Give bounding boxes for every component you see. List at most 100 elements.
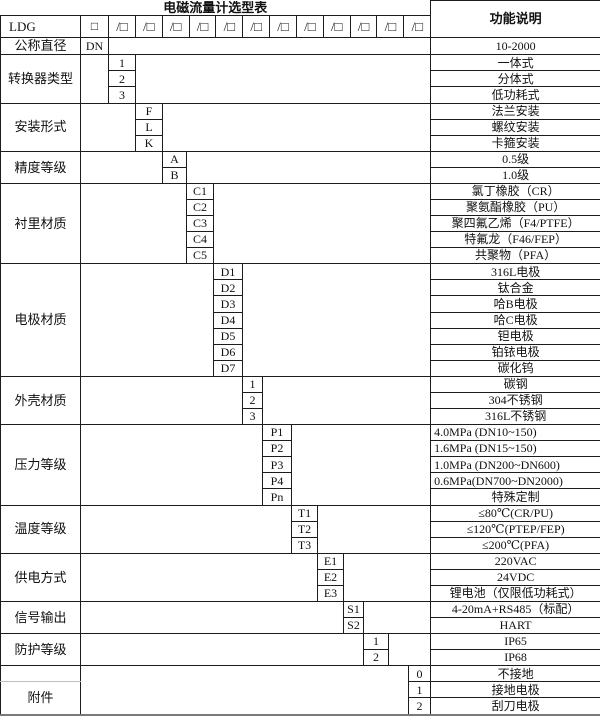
empty-cell: [80, 375, 243, 426]
empty-cell: [387, 633, 432, 667]
section-label: 公称直径: [0, 36, 81, 56]
empty-cell: [342, 552, 432, 602]
code-cell: C5: [186, 247, 214, 265]
desc-cell: 聚氨酯橡胶（PU）: [430, 199, 600, 217]
code-cell: E1: [317, 552, 344, 570]
desc-cell: ≤200℃(PFA): [430, 536, 600, 554]
empty-cell: [134, 54, 432, 104]
desc-cell: IP65: [430, 633, 600, 651]
empty-cell: [80, 263, 214, 377]
desc-cell: 304不锈钢: [430, 391, 600, 410]
desc-cell: 螺纹安装: [430, 118, 600, 136]
code-cell: D7: [213, 359, 243, 377]
code-cell: P3: [262, 456, 292, 474]
code-cell: DN: [80, 36, 109, 56]
desc-cell: 碳化钨: [430, 359, 600, 377]
section-label: 供电方式: [0, 552, 81, 602]
section-label: 压力等级: [0, 424, 81, 506]
code-cell: 2: [407, 697, 432, 716]
section-label: 信号输出: [0, 600, 81, 635]
section-label: 衬里材质: [0, 182, 81, 265]
desc-cell: 0.6MPa(DN700~DN2000): [430, 472, 600, 490]
desc-cell: 1.0级: [430, 166, 600, 184]
code-cell: P2: [262, 440, 292, 458]
code-cell: E2: [317, 568, 344, 586]
model-base-box: □: [80, 15, 109, 38]
desc-cell: 钽电极: [430, 327, 600, 345]
desc-cell: 1.0MPa (DN200~DN600): [430, 456, 600, 474]
code-cell: 0: [407, 665, 432, 683]
slot-strip: /□ /□ /□ /□ /□ /□ /□ /□ /□ /□ /□ /□: [110, 16, 430, 37]
desc-cell: 铂铱电极: [430, 343, 600, 361]
code-cell: T2: [291, 520, 318, 538]
code-cell: D4: [213, 311, 243, 329]
section-label: 附件: [0, 681, 81, 716]
empty-cell: [80, 504, 292, 554]
model-code-slots: /□ /□ /□ /□ /□ /□ /□ /□ /□ /□ /□ /□: [107, 15, 432, 38]
function-column-header: 功能说明: [430, 0, 600, 38]
empty-cell: [80, 665, 409, 716]
code-cell: T3: [291, 536, 318, 554]
desc-cell: 哈B电极: [430, 295, 600, 313]
code-cell: C2: [186, 199, 214, 217]
code-cell: C4: [186, 231, 214, 249]
desc-cell: 共聚物（PFA）: [430, 247, 600, 265]
model-slot: /□: [351, 16, 378, 37]
code-cell: E3: [317, 584, 344, 602]
desc-cell: 刮刀电极: [430, 697, 600, 716]
code-cell: A: [162, 150, 187, 168]
empty-cell: [80, 102, 136, 152]
code-cell: T1: [291, 504, 318, 522]
code-cell: D6: [213, 343, 243, 361]
empty-cell: [161, 102, 432, 152]
code-cell: C3: [186, 215, 214, 233]
desc-cell: 锂电池（仅限低功耗式）: [430, 584, 600, 602]
code-cell: P1: [262, 424, 292, 442]
code-cell: 1: [108, 54, 136, 72]
empty-cell: [80, 182, 187, 265]
model-slot: /□: [324, 16, 351, 37]
desc-cell: 一体式: [430, 54, 600, 72]
model-slot: /□: [190, 16, 217, 37]
empty-cell: [362, 600, 432, 635]
code-cell: D1: [213, 263, 243, 281]
model-slot: /□: [110, 16, 136, 37]
empty-cell: [80, 424, 263, 506]
empty-cell: [185, 150, 432, 184]
desc-cell: ≤80℃(CR/PU): [430, 504, 600, 522]
model-prefix: LDG: [0, 15, 81, 38]
code-cell: 2: [108, 70, 136, 88]
desc-cell: 特氟龙（F46/FEP）: [430, 231, 600, 249]
desc-cell: ≤120℃(PTEP/FEP): [430, 520, 600, 538]
desc-cell: 10-2000: [430, 36, 600, 56]
model-slot: /□: [270, 16, 297, 37]
code-cell: B: [162, 166, 187, 184]
empty-cell: [212, 182, 432, 265]
section-label: 转换器类型: [0, 54, 81, 104]
desc-cell: 特殊定制: [430, 488, 600, 506]
code-cell: K: [135, 134, 163, 152]
code-cell: C1: [186, 182, 214, 201]
code-cell: 1: [363, 633, 389, 651]
desc-cell: 氯丁橡胶（CR）: [430, 182, 600, 201]
code-cell: 2: [242, 391, 263, 410]
model-slot: /□: [377, 16, 405, 37]
empty-cell: [0, 665, 81, 683]
desc-cell: 24VDC: [430, 568, 600, 586]
code-cell: D3: [213, 295, 243, 313]
desc-cell: HART: [430, 617, 600, 635]
desc-cell: 316L电极: [430, 263, 600, 281]
model-slot: /□: [243, 16, 271, 37]
code-cell: S2: [343, 617, 364, 635]
model-slot: /□: [136, 16, 163, 37]
code-cell: P4: [262, 472, 292, 490]
desc-cell: 钛合金: [430, 279, 600, 297]
section-label: 防护等级: [0, 633, 81, 667]
desc-cell: 4.0MPa (DN10~150): [430, 424, 600, 442]
desc-cell: 低功耗式: [430, 86, 600, 104]
empty-cell: [80, 633, 364, 667]
empty-cell: [80, 600, 344, 635]
empty-cell: [241, 263, 432, 377]
code-cell: 3: [242, 408, 263, 426]
